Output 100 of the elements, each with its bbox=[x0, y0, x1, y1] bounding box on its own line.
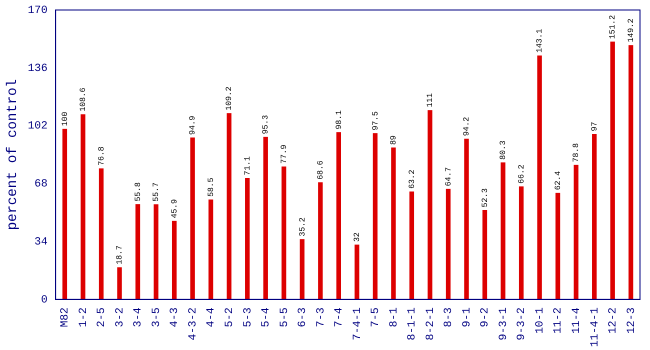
data-label: 95.3 bbox=[262, 114, 271, 134]
bar bbox=[245, 178, 250, 300]
data-label: 45.9 bbox=[170, 198, 180, 218]
x-tick-label: 7-3 bbox=[315, 307, 328, 328]
data-label: 151.2 bbox=[608, 14, 618, 40]
x-tick-label: 4-3-2 bbox=[187, 307, 200, 340]
bar bbox=[446, 188, 451, 300]
x-tick-label: 5-4 bbox=[260, 307, 273, 328]
y-tick-label: 0 bbox=[40, 294, 48, 306]
bar bbox=[610, 42, 615, 300]
data-label: 62.4 bbox=[554, 170, 563, 190]
data-label: 94.2 bbox=[462, 116, 472, 136]
bar bbox=[592, 134, 597, 300]
data-label: 111 bbox=[426, 92, 436, 108]
data-label: 68.6 bbox=[316, 160, 326, 180]
x-tick-label: 9-3-2 bbox=[516, 307, 528, 340]
x-tick-label: 7-4 bbox=[334, 307, 346, 328]
data-label: 89 bbox=[390, 135, 399, 145]
data-label: 109.2 bbox=[225, 86, 234, 110]
data-label: 149.2 bbox=[626, 18, 636, 42]
data-label: 63.2 bbox=[408, 169, 417, 189]
bar bbox=[98, 168, 104, 300]
bar bbox=[263, 136, 268, 300]
bar bbox=[226, 113, 232, 300]
x-tick-label: 9-2 bbox=[480, 307, 492, 328]
data-label: 76.8 bbox=[97, 146, 106, 166]
data-label: 98.1 bbox=[334, 110, 344, 130]
data-label: 78.8 bbox=[572, 142, 582, 162]
data-label: 143.1 bbox=[536, 28, 545, 53]
data-label: 108.6 bbox=[79, 87, 88, 112]
bar bbox=[500, 162, 506, 300]
bar bbox=[208, 199, 214, 300]
x-tick-label: 12-3 bbox=[626, 307, 638, 334]
x-tick-label: 9-3-1 bbox=[498, 307, 510, 340]
x-tick-label: 3-4 bbox=[132, 307, 145, 328]
x-tick-label: 5-3 bbox=[242, 307, 254, 328]
data-label: 58.5 bbox=[206, 177, 216, 197]
bar bbox=[555, 192, 560, 300]
x-tick-label: 1-2 bbox=[78, 307, 90, 328]
x-tick-label: 3-5 bbox=[150, 307, 163, 328]
data-label: 94.9 bbox=[188, 115, 198, 135]
bar bbox=[300, 239, 304, 300]
data-label: 35.2 bbox=[298, 217, 308, 236]
x-tick-label: 3-2 bbox=[114, 307, 126, 328]
data-label: 32 bbox=[353, 232, 362, 242]
y-tick-label: 68 bbox=[34, 178, 48, 191]
bar bbox=[282, 166, 286, 300]
y-tick-label: 170 bbox=[28, 4, 48, 17]
bar bbox=[336, 132, 341, 300]
bar bbox=[135, 204, 140, 300]
bar bbox=[482, 210, 488, 300]
bar bbox=[464, 138, 469, 300]
x-tick-label: 11-4-1 bbox=[589, 307, 602, 348]
x-tick-label: 5-5 bbox=[278, 307, 291, 328]
x-tick-label: 5-2 bbox=[224, 307, 236, 328]
bar bbox=[574, 164, 578, 300]
x-tick-label: 8-2-1 bbox=[424, 307, 437, 340]
x-tick-label: 8-1 bbox=[388, 307, 400, 328]
x-tick-label: M82 bbox=[60, 307, 72, 328]
data-label: 55.7 bbox=[152, 182, 162, 202]
x-tick-label: 8-1-1 bbox=[406, 307, 419, 340]
bar bbox=[518, 186, 524, 300]
x-tick-label: 7-5 bbox=[370, 307, 382, 328]
data-label: 55.8 bbox=[134, 182, 143, 202]
bar bbox=[354, 244, 360, 300]
x-tick-label: 4-4 bbox=[206, 307, 218, 328]
x-tick-label: 2-5 bbox=[96, 307, 108, 328]
x-tick-label: 7-4-1 bbox=[352, 307, 364, 340]
data-label: 97 bbox=[590, 121, 600, 132]
bar bbox=[172, 220, 177, 300]
bar bbox=[409, 191, 414, 300]
x-tick-label: 11-4 bbox=[570, 306, 583, 334]
data-label: 18.7 bbox=[116, 245, 125, 265]
x-tick-label: 9-1 bbox=[461, 307, 474, 328]
data-label: 80.3 bbox=[499, 140, 508, 160]
data-label: 100 bbox=[60, 112, 70, 126]
y-tick-label: 102 bbox=[28, 120, 48, 133]
data-label: 97.5 bbox=[371, 111, 380, 130]
y-axis-title: percent of control bbox=[5, 79, 22, 230]
x-tick-label: 4-3 bbox=[169, 307, 182, 328]
x-tick-label: 8-3 bbox=[443, 307, 456, 328]
bar bbox=[318, 182, 323, 300]
bar bbox=[428, 110, 432, 300]
bar bbox=[391, 148, 396, 300]
data-label: 64.7 bbox=[444, 166, 454, 186]
data-label: 71.1 bbox=[243, 156, 252, 176]
x-tick-label: 6-3 bbox=[297, 307, 310, 328]
y-tick-label: 136 bbox=[28, 62, 48, 75]
bar bbox=[62, 128, 68, 300]
data-label: 77.9 bbox=[280, 144, 290, 164]
x-tick-label: 10-1 bbox=[534, 306, 546, 334]
bar bbox=[537, 55, 542, 300]
y-tick-label: 34 bbox=[34, 236, 48, 248]
bar bbox=[372, 133, 378, 300]
bar bbox=[117, 267, 122, 300]
data-label: 52.3 bbox=[480, 188, 490, 208]
bar bbox=[628, 45, 634, 300]
data-label: 66.2 bbox=[517, 164, 526, 184]
x-tick-label: 12-2 bbox=[608, 307, 620, 334]
bar bbox=[80, 114, 86, 300]
